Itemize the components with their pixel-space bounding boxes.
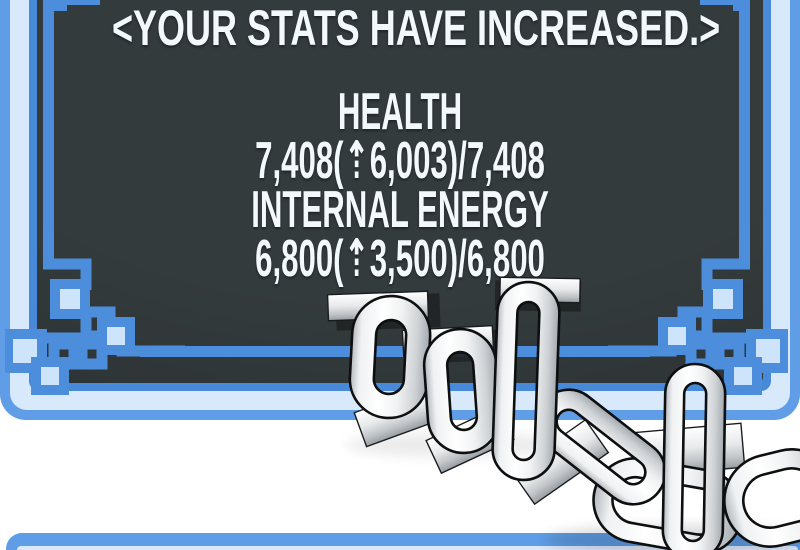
corner-ornament-left xyxy=(5,250,185,395)
pinstripe-top-stub xyxy=(54,0,67,11)
corner-ornament-right xyxy=(608,250,788,395)
pinstripe-top-stub xyxy=(54,0,100,5)
next-panel-light-band xyxy=(17,546,798,550)
frame-light-band xyxy=(10,0,790,410)
pinstripe-left xyxy=(43,0,54,264)
status-window xyxy=(0,0,800,420)
next-panel-top-edge xyxy=(6,533,800,550)
pinstripe-top-stub xyxy=(733,0,746,11)
pinstripe-bottom xyxy=(140,346,650,357)
pinstripe-right xyxy=(739,0,750,264)
pinstripe-top-stub xyxy=(700,0,746,5)
frame-inner-band xyxy=(29,0,771,391)
